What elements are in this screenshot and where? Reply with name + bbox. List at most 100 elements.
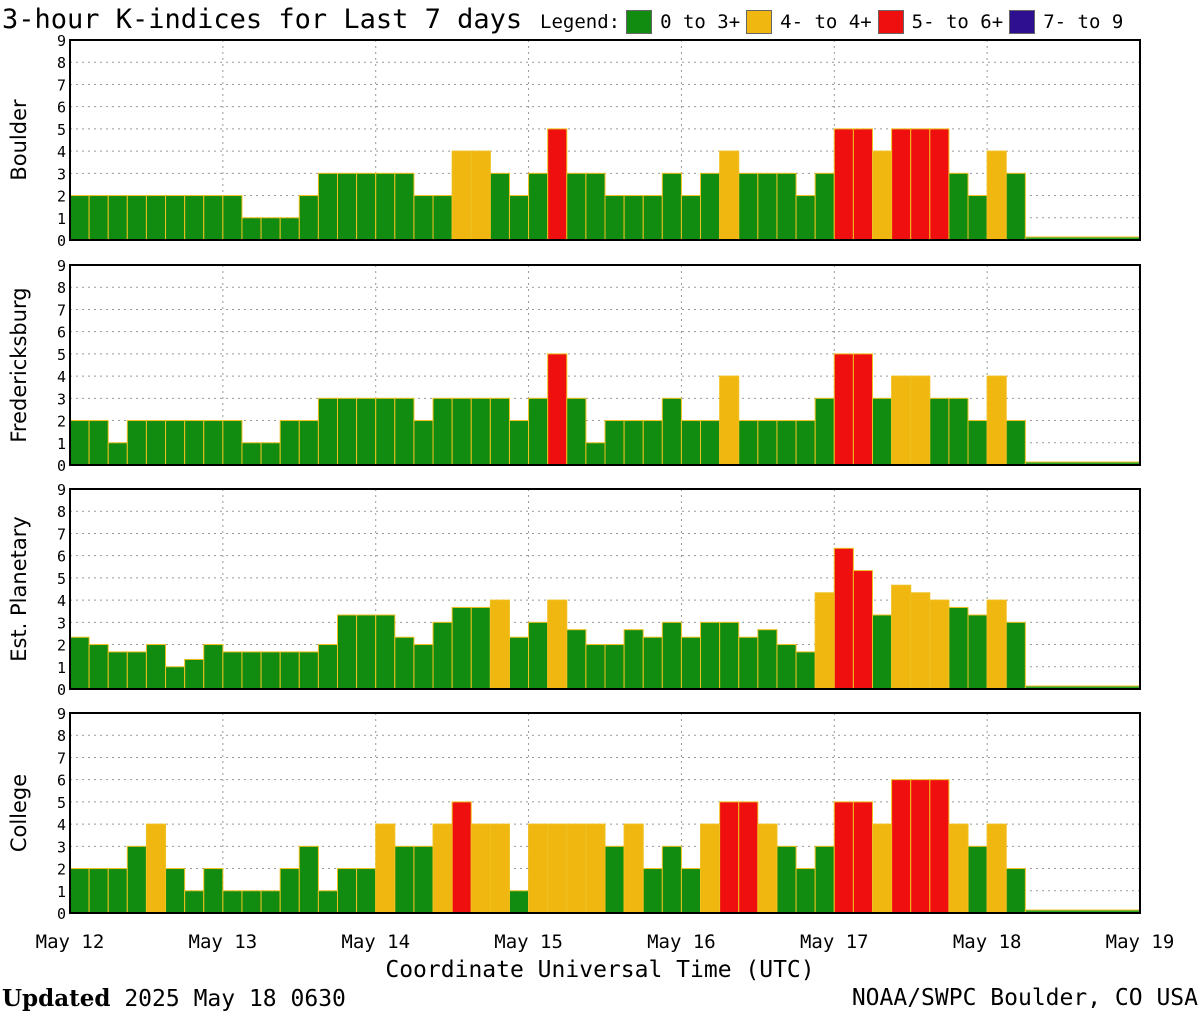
- bar-fredericksburg: [910, 375, 931, 466]
- bar-boulder: [394, 172, 415, 241]
- y-tick-label: 4: [57, 816, 66, 834]
- y-tick-label: 7: [57, 76, 66, 94]
- x-axis-title: Coordinate Universal Time (UTC): [385, 957, 815, 983]
- bar-fredericksburg: [145, 420, 167, 466]
- bar-college: [317, 890, 338, 914]
- bar-college: [547, 823, 568, 914]
- bar-est-planetary: [910, 592, 931, 690]
- bar-est-planetary: [814, 592, 835, 690]
- y-tick-label: 4: [57, 592, 66, 610]
- bar-college: [145, 823, 167, 914]
- y-tick-label: 3: [57, 614, 66, 632]
- bar-boulder: [872, 150, 893, 241]
- bar-fredericksburg: [872, 397, 893, 466]
- bar-boulder: [337, 172, 358, 241]
- bar-boulder: [489, 172, 510, 241]
- bar-college: [910, 779, 931, 914]
- bar-boulder: [1005, 172, 1026, 241]
- station-label-est-planetary: Est. Planetary: [7, 516, 31, 662]
- y-tick-label: 8: [57, 727, 66, 745]
- bar-college: [967, 845, 988, 914]
- bar-boulder: [891, 128, 912, 241]
- bar-college: [776, 845, 797, 914]
- bar-boulder: [107, 195, 128, 241]
- bar-est-planetary: [661, 621, 682, 690]
- bar-fredericksburg: [1005, 420, 1026, 466]
- bar-fredericksburg: [719, 375, 740, 466]
- bar-fredericksburg: [298, 420, 319, 466]
- bar-est-planetary: [680, 636, 702, 690]
- bar-est-planetary: [986, 599, 1007, 690]
- bar-boulder: [566, 172, 587, 241]
- bar-est-planetary: [298, 651, 319, 690]
- bar-boulder: [528, 172, 549, 241]
- bar-est-planetary: [528, 621, 549, 690]
- bar-est-planetary: [413, 644, 434, 690]
- bar-fredericksburg: [585, 442, 606, 466]
- y-tick-label: 8: [57, 54, 66, 72]
- bar-est-planetary: [929, 599, 950, 690]
- bar-college: [126, 845, 147, 914]
- bar-est-planetary: [184, 658, 205, 690]
- legend-text-storm: 5- to 6+: [911, 11, 1004, 33]
- bar-boulder: [470, 150, 491, 241]
- bar-fredericksburg: [413, 420, 434, 466]
- y-tick-label: 6: [57, 324, 66, 342]
- bar-est-planetary: [700, 621, 721, 690]
- bar-est-planetary: [852, 570, 874, 690]
- bar-est-planetary: [241, 651, 262, 690]
- y-tick-label: 7: [57, 301, 66, 319]
- y-tick-label: 5: [57, 121, 66, 139]
- bar-fredericksburg: [375, 397, 396, 466]
- bar-boulder: [776, 172, 797, 241]
- bar-college: [795, 868, 816, 914]
- legend-swatch-unsettled: [746, 10, 773, 34]
- x-tick-label: May 17: [800, 931, 869, 953]
- station-label-boulder: Boulder: [7, 99, 31, 181]
- bar-college: [986, 823, 1007, 914]
- bar-boulder: [260, 217, 281, 241]
- bar-est-planetary: [337, 614, 358, 690]
- bar-boulder: [432, 195, 453, 241]
- bar-fredericksburg: [356, 397, 377, 466]
- bar-boulder: [298, 195, 319, 241]
- updated-label: Updated: [2, 985, 111, 1012]
- bar-est-planetary: [260, 651, 281, 690]
- bar-college: [948, 823, 969, 914]
- x-tick-label: May 15: [494, 931, 563, 953]
- bar-college: [1005, 868, 1026, 914]
- bar-boulder: [145, 195, 167, 241]
- bar-est-planetary: [145, 644, 167, 690]
- station-label-fredericksburg: Fredericksburg: [7, 287, 31, 442]
- bar-est-planetary: [1005, 621, 1026, 690]
- bar-fredericksburg: [852, 353, 874, 466]
- bar-college: [203, 868, 224, 914]
- x-tick-label: May 13: [189, 931, 258, 953]
- y-tick-label: 5: [57, 570, 66, 588]
- bar-college: [337, 868, 358, 914]
- y-tick-label: 9: [57, 705, 66, 723]
- bar-est-planetary: [547, 599, 568, 690]
- x-tick-label: May 18: [953, 931, 1022, 953]
- bar-est-planetary: [566, 629, 587, 690]
- bar-est-planetary: [107, 651, 128, 690]
- bar-est-planetary: [872, 614, 893, 690]
- legend-swatch-severe: [1009, 10, 1036, 34]
- panel-frame: [69, 39, 1141, 241]
- bar-fredericksburg: [566, 397, 587, 466]
- bar-est-planetary: [203, 644, 224, 690]
- bar-college: [585, 823, 606, 914]
- bar-boulder: [317, 172, 338, 241]
- y-tick-label: 4: [57, 143, 66, 161]
- y-tick-label: 1: [57, 435, 66, 453]
- bar-boulder: [661, 172, 682, 241]
- y-tick-label: 9: [57, 257, 66, 275]
- bar-college: [680, 868, 702, 914]
- y-tick-label: 2: [57, 413, 66, 431]
- bar-boulder: [508, 195, 530, 241]
- bar-boulder: [126, 195, 147, 241]
- bar-est-planetary: [967, 614, 988, 690]
- bar-est-planetary: [489, 599, 510, 690]
- bar-est-planetary: [508, 636, 530, 690]
- bar-est-planetary: [719, 621, 740, 690]
